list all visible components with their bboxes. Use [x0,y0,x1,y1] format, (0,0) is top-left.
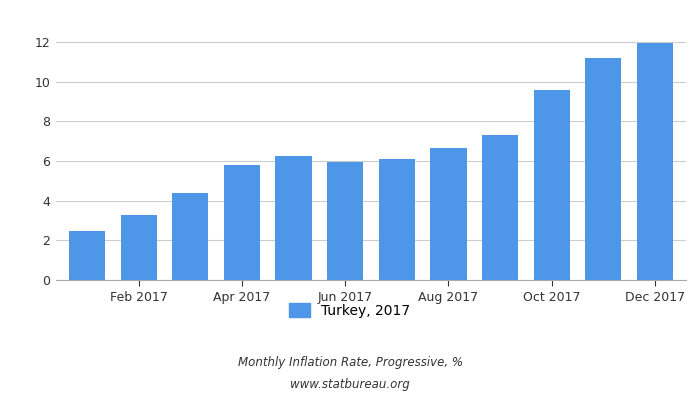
Bar [69,230,105,280]
Bar [585,58,622,280]
Bar [120,215,157,280]
Legend: Turkey, 2017: Turkey, 2017 [284,297,416,323]
Bar [327,162,363,280]
Bar [276,156,312,280]
Bar [224,165,260,280]
Bar [533,90,570,280]
Text: www.statbureau.org: www.statbureau.org [290,378,410,391]
Bar [379,159,415,280]
Bar [430,148,466,280]
Text: Monthly Inflation Rate, Progressive, %: Monthly Inflation Rate, Progressive, % [237,356,463,369]
Bar [172,193,209,280]
Bar [637,43,673,280]
Bar [482,135,518,280]
